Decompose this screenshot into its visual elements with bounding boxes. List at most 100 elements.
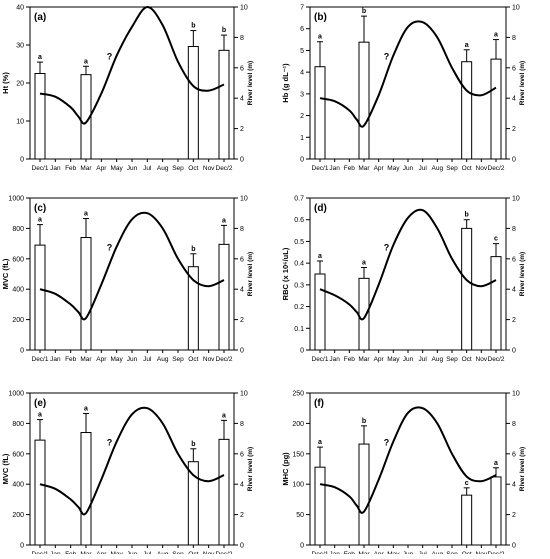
month-label: May (111, 356, 124, 363)
left-tick-label: 800 (12, 421, 24, 428)
significance-letter: c (465, 480, 469, 487)
right-tick-label: 6 (512, 65, 516, 72)
bar (461, 494, 473, 546)
month-label: Jan (50, 165, 61, 172)
month-label: Nov (476, 356, 488, 363)
month-label: Dec/2 (488, 165, 505, 172)
bar (490, 256, 502, 351)
left-tick-label: 100 (292, 482, 304, 489)
left-tick-label: 0.2 (294, 304, 304, 311)
month-label: Feb (65, 165, 77, 172)
y-axis-title: MHC (pg) (281, 452, 290, 486)
panel-label: (d) (314, 203, 327, 214)
month-label: Jan (329, 356, 340, 363)
significance-letter: b (191, 441, 195, 448)
significance-letter: a (84, 58, 88, 65)
month-label: Sep (446, 165, 458, 172)
left-tick-label: 200 (12, 317, 24, 324)
bar (80, 237, 92, 351)
left-tick-label: 800 (12, 226, 24, 233)
left-tick-label: 0.3 (294, 282, 304, 289)
month-label: Nov (476, 165, 488, 172)
chart-panel: 0 0.1 0.2 0.3 0.4 0.5 0.6 0.7 0 2 4 6 8 10 Dec/1 Jan Feb… (281, 196, 526, 364)
left-tick-label: 1000 (8, 391, 24, 398)
month-label: Sep (446, 356, 458, 363)
right-tick-label: 0 (240, 543, 244, 550)
month-label: Jun (127, 165, 138, 172)
y-axis-title: MVC (fL) (1, 453, 10, 484)
month-label: Oct (462, 165, 472, 172)
month-label: Aug (432, 356, 444, 363)
left-tick-label: 400 (12, 287, 24, 294)
left-tick-label: 1000 (8, 196, 24, 203)
river-level-line (319, 406, 497, 514)
left-tick-label: 30 (16, 43, 24, 50)
plot-frame (29, 6, 235, 160)
left-tick-label: 0 (300, 157, 304, 164)
significance-letter: a (84, 406, 88, 413)
month-label: Jul (143, 356, 152, 363)
bar (490, 58, 502, 160)
month-label: Mar (80, 165, 92, 172)
significance-letter: a (318, 439, 322, 446)
month-label: Apr (374, 356, 385, 363)
left-tick-label: 3 (300, 91, 304, 98)
right-tick-label: 6 (240, 451, 244, 458)
question-mark: ? (107, 242, 113, 252)
left-tick-label: 0 (20, 543, 24, 550)
significance-letter: a (318, 34, 322, 41)
significance-letter: a (362, 259, 366, 266)
right-tick-label: 10 (512, 5, 520, 12)
month-label: Dec/1 (32, 165, 49, 172)
y-axis-title: Hb (g dL⁻¹) (281, 63, 290, 103)
river-axis-title: River level (m) (519, 252, 526, 296)
left-tick-label: 0.4 (294, 261, 304, 268)
left-tick-label: 200 (12, 512, 24, 519)
bar (358, 41, 370, 160)
significance-letter: a (38, 217, 42, 224)
question-mark: ? (384, 437, 390, 447)
month-label: Oct (462, 356, 472, 363)
right-tick-label: 4 (512, 287, 516, 294)
bar (218, 243, 230, 351)
left-tick-label: 0 (300, 543, 304, 550)
y-axis-title: RBC (x 10⁶/uL) (281, 247, 290, 300)
right-tick-label: 6 (240, 65, 244, 72)
month-label: Dec/1 (32, 356, 49, 363)
river-level-line (319, 20, 497, 128)
left-tick-label: 0.1 (294, 326, 304, 333)
month-label: Dec/2 (216, 356, 233, 363)
left-tick-label: 0.5 (294, 239, 304, 246)
month-label: Jan (329, 165, 340, 172)
left-tick-label: 2 (300, 113, 304, 120)
right-tick-label: 2 (512, 317, 516, 324)
significance-letter: a (38, 412, 42, 419)
right-tick-label: 10 (512, 196, 520, 203)
month-label: Apr (96, 165, 107, 172)
right-tick-label: 6 (240, 256, 244, 263)
plot-frame (309, 392, 507, 546)
significance-letter: a (494, 32, 498, 39)
question-mark: ? (107, 437, 113, 447)
month-label: Aug (432, 165, 444, 172)
month-label: Dec/2 (488, 356, 505, 363)
right-tick-label: 4 (240, 96, 244, 103)
right-tick-label: 0 (240, 157, 244, 164)
chart-panel: 0 1 2 3 4 5 6 7 0 2 4 6 8 10 Dec/1 Jan Feb Mar Apr May Jun Ju… (281, 5, 526, 173)
bar (461, 227, 473, 351)
bar (490, 476, 502, 546)
left-tick-label: 50 (296, 512, 304, 519)
significance-letter: b (222, 27, 226, 34)
river-axis-title: River level (m) (247, 61, 254, 105)
bar (358, 277, 370, 351)
significance-letter: a (465, 42, 469, 49)
significance-letter: b (191, 23, 195, 30)
month-label: Mar (80, 356, 92, 363)
left-tick-label: 6 (300, 26, 304, 33)
month-label: May (387, 165, 400, 172)
bar (314, 273, 326, 351)
bar (80, 432, 92, 546)
right-tick-label: 8 (240, 226, 244, 233)
panel-label: (e) (34, 398, 46, 409)
